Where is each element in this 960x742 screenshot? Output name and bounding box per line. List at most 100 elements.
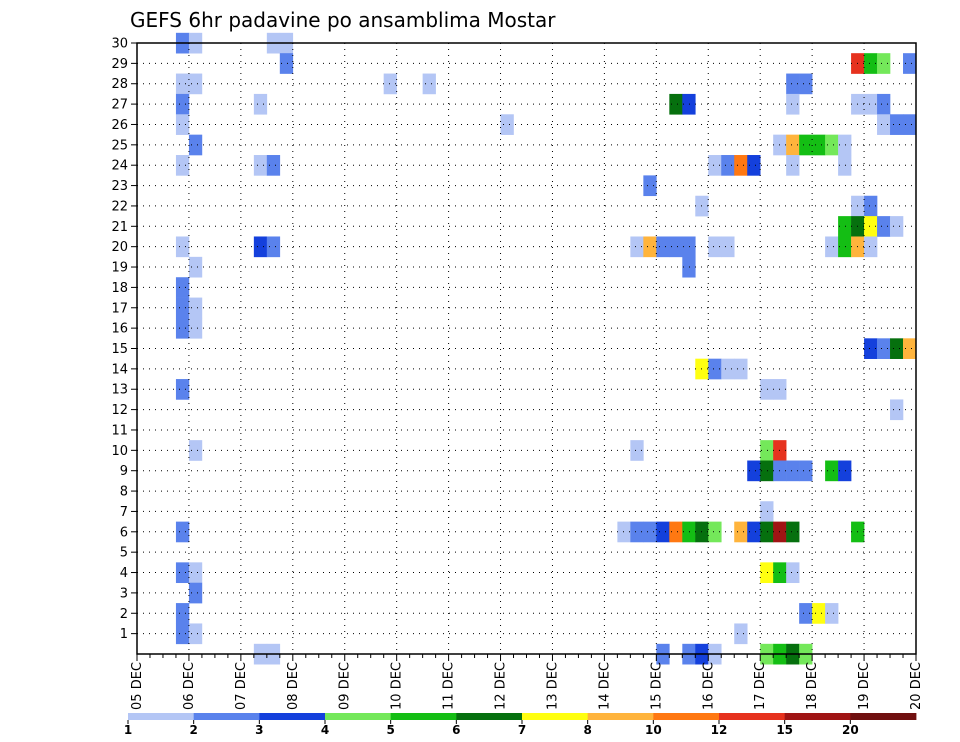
precip-cell-m13-t3 — [175, 379, 190, 400]
precip-cell-m21-t57 — [877, 216, 891, 237]
x-tick-label: 11 DEC — [442, 662, 457, 710]
y-tick-label: 12 — [111, 403, 128, 418]
x-tick-label: 07 DEC — [234, 662, 249, 710]
precip-cell-m21-t58 — [890, 216, 904, 237]
precip-cell-m2-t3 — [175, 603, 190, 624]
precip-cell-m20-t40 — [656, 236, 670, 258]
precip-cell-m4-t50 — [786, 562, 800, 584]
precip-cell-m29-t57 — [877, 53, 891, 74]
y-tick-label: 25 — [111, 138, 128, 153]
precip-cell-m25-t50 — [786, 134, 800, 156]
y-tick-label: 26 — [111, 118, 128, 133]
precip-cell-m6-t37 — [617, 521, 631, 543]
precip-cell-m20-t10 — [266, 236, 281, 258]
y-tick-label: 5 — [120, 546, 128, 561]
colorbar-label: 8 — [583, 723, 591, 737]
x-tick-label: 14 DEC — [597, 662, 612, 710]
colorbar-swatch-1 — [128, 713, 195, 720]
precip-cell-m6-t48 — [760, 521, 774, 543]
y-tick-label: 1 — [120, 627, 128, 642]
colorbar-label: 15 — [776, 723, 793, 737]
precip-cell-m19-t4 — [188, 256, 203, 278]
precip-cell-m28-t50 — [786, 73, 800, 95]
precip-cell-m21-t54 — [838, 216, 852, 237]
y-tick-label: 18 — [111, 281, 128, 296]
colorbar-swatch-5 — [390, 713, 457, 720]
precip-cell-m10-t38 — [630, 440, 644, 461]
x-axis: 05 DEC 06 DEC 07 DEC 08 DEC 09 DEC 10 DEC 11 D… — [130, 654, 924, 710]
colorbar-label: 3 — [255, 723, 263, 737]
precip-cell-m28-t19 — [383, 73, 397, 95]
precip-cell-m7-t48 — [760, 501, 774, 522]
precip-cell-m9-t47 — [747, 460, 761, 482]
precip-cell-m20-t41 — [669, 236, 683, 258]
precip-cell-m20-t45 — [721, 236, 735, 258]
y-tick-label: 17 — [111, 301, 128, 316]
precip-cell-m20-t3 — [175, 236, 190, 258]
precip-cell-m6-t39 — [643, 521, 657, 543]
precip-cell-m1-t4 — [188, 623, 203, 645]
precip-cell-m15-t56 — [864, 338, 878, 359]
y-tick-label: 4 — [120, 566, 128, 581]
y-tick-label: 22 — [111, 199, 128, 214]
precip-cell-m20-t53 — [825, 236, 839, 258]
precip-cell-m2-t52 — [812, 603, 826, 624]
x-tick-label: 13 DEC — [545, 662, 560, 710]
colorbar-swatch-7 — [522, 713, 589, 720]
precip-cell-m26-t58 — [890, 114, 904, 135]
precip-cell-m6-t3 — [175, 521, 190, 543]
precip-cell-m15-t59 — [903, 338, 917, 359]
precip-cell-m4-t3 — [175, 562, 190, 584]
precip-cell-m27-t42 — [682, 93, 696, 115]
y-tick-label: 24 — [111, 159, 128, 174]
y-tick-label: 2 — [120, 607, 128, 622]
y-tick-label: 10 — [111, 444, 128, 459]
precip-cell-m17-t3 — [175, 297, 190, 319]
precip-cell-m27-t50 — [786, 93, 800, 115]
precip-cell-m6-t42 — [682, 521, 696, 543]
x-tick-label: 12 DEC — [494, 662, 509, 710]
colorbar-swatch-11 — [784, 713, 851, 720]
precip-cell-m2-t51 — [799, 603, 813, 624]
x-tick-label: 06 DEC — [182, 662, 197, 710]
precip-cell-m9-t53 — [825, 460, 839, 482]
x-tick-label: 17 DEC — [753, 662, 768, 710]
precip-cell-m16-t3 — [175, 317, 190, 339]
colorbar-swatch-12 — [850, 713, 917, 720]
colorbar-label: 6 — [452, 723, 460, 737]
y-tick-label: 14 — [111, 362, 128, 377]
y-tick-label: 23 — [111, 179, 128, 194]
precip-cell-m24-t3 — [175, 155, 190, 176]
colorbar-swatch-6 — [456, 713, 523, 720]
colorbar-swatch-8 — [587, 713, 654, 720]
precip-cell-m10-t4 — [188, 440, 203, 461]
precip-cell-m23-t39 — [643, 175, 657, 197]
precip-cell-m28-t4 — [188, 73, 203, 95]
precip-cell-m4-t4 — [188, 562, 203, 584]
precip-cell-m6-t38 — [630, 521, 644, 543]
colorbar-label: 2 — [189, 723, 197, 737]
precip-cell-m28-t22 — [422, 73, 436, 95]
precip-cell-m25-t54 — [838, 134, 852, 156]
precip-cell-m14-t44 — [708, 358, 722, 380]
precip-cell-m27-t41 — [669, 93, 683, 115]
x-tick-label: 08 DEC — [286, 662, 301, 710]
precip-cell-m9-t48 — [760, 460, 774, 482]
precip-cell-m20-t39 — [643, 236, 657, 258]
precip-cell-m25-t53 — [825, 134, 839, 156]
colorbar: 1 2 3 4 5 6 7 8 10 12 15 20 — [124, 713, 917, 737]
y-tick-label: 11 — [111, 423, 128, 438]
y-tick-label: 6 — [120, 525, 128, 540]
precip-cell-m21-t56 — [864, 216, 878, 237]
precip-cell-m20-t54 — [838, 236, 852, 258]
precip-cell-m27-t57 — [877, 93, 891, 115]
colorbar-label: 20 — [842, 723, 859, 737]
precip-cell-m25-t4 — [188, 134, 203, 156]
precip-cell-m12-t58 — [890, 399, 904, 421]
precip-cell-m20-t44 — [708, 236, 722, 258]
precip-cell-m27-t56 — [864, 93, 878, 115]
precip-cell-m24-t46 — [734, 155, 748, 176]
precip-cell-m15-t57 — [877, 338, 891, 359]
precip-cell-m28-t3 — [175, 73, 190, 95]
precip-cell-m22-t56 — [864, 195, 878, 217]
